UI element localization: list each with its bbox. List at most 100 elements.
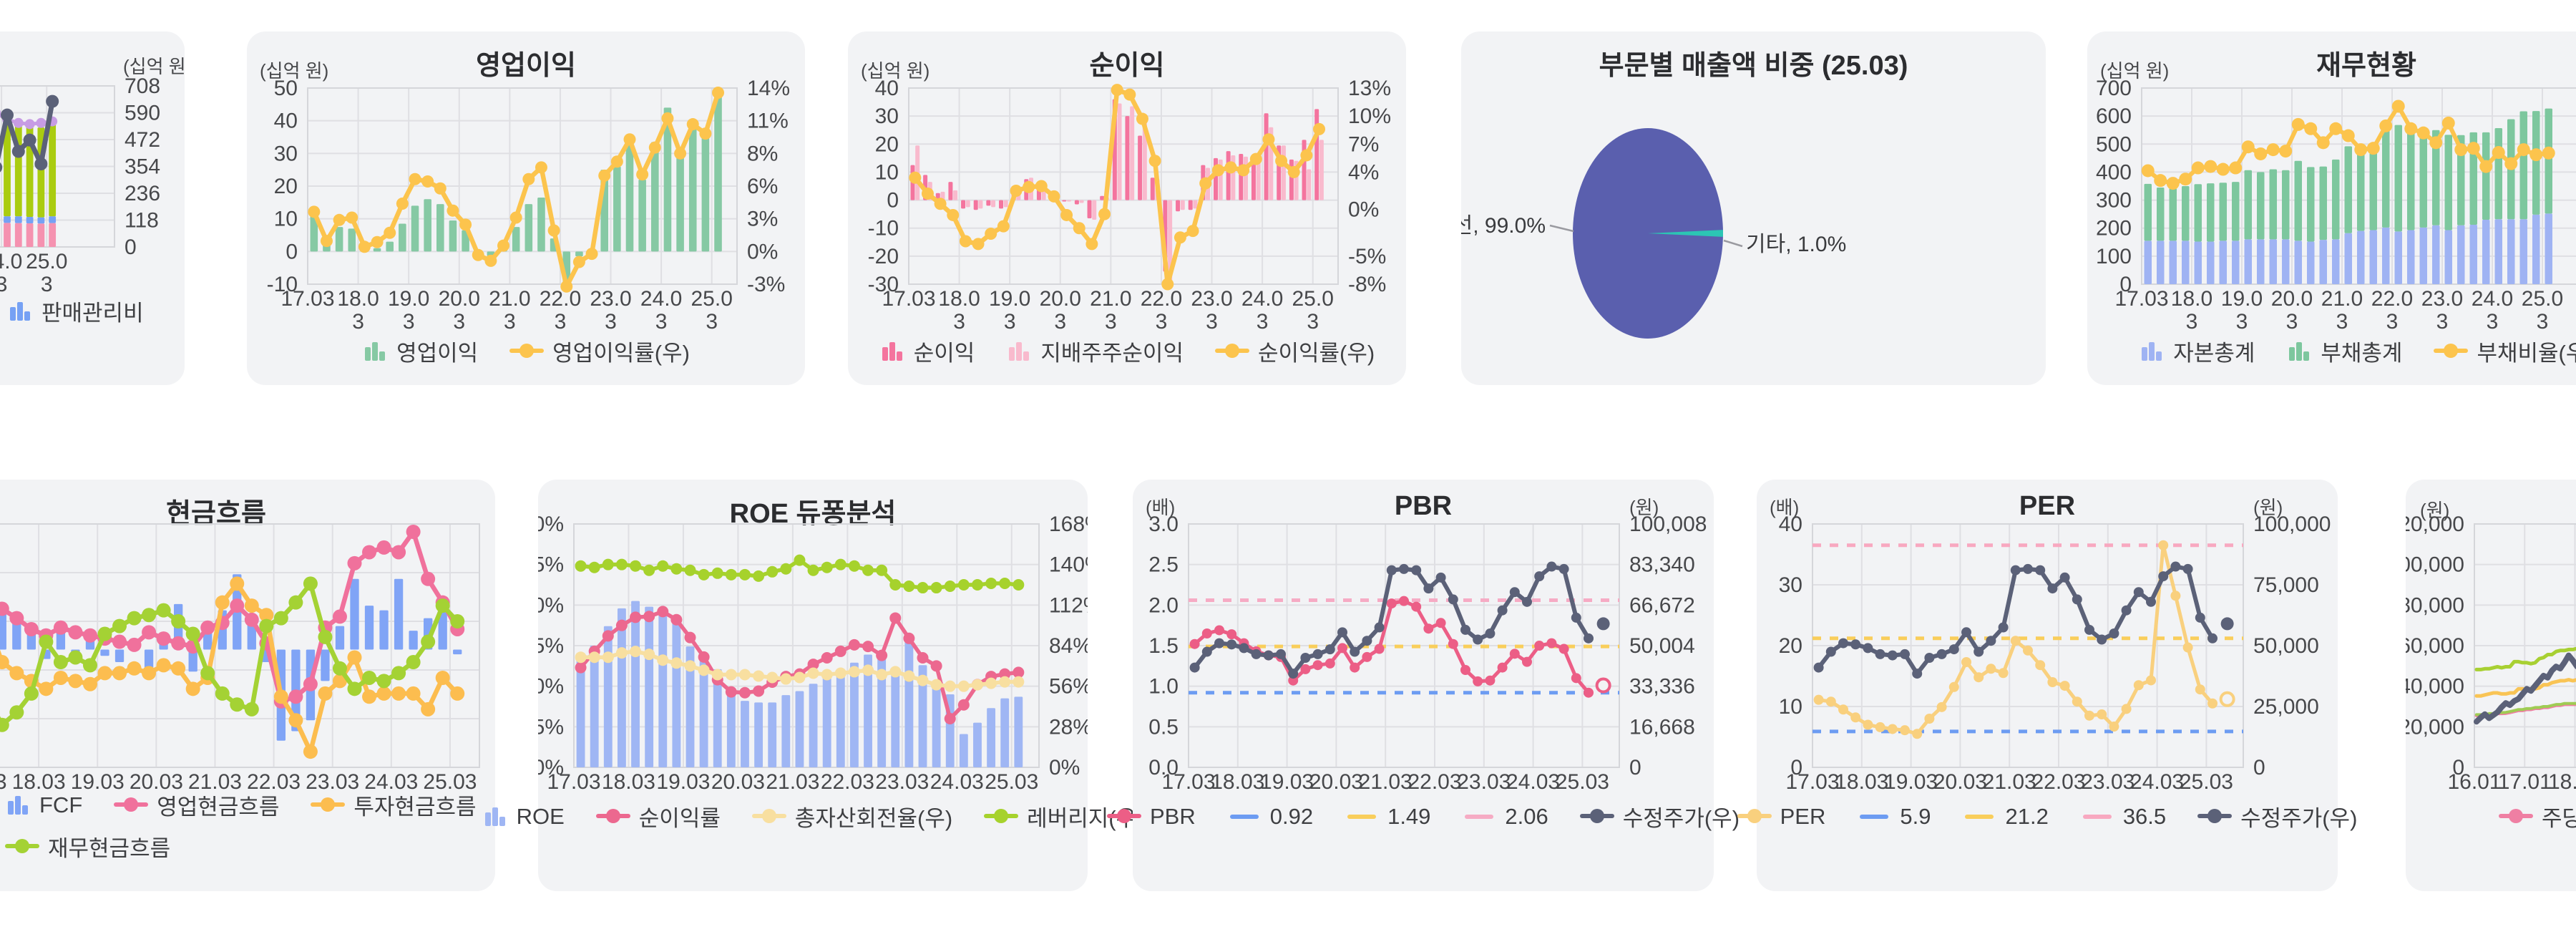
- line-series-icon: [2197, 808, 2233, 823]
- left-axis-tick: 0%: [538, 756, 564, 780]
- legend-item[interactable]: 순이익률(우): [1214, 335, 1375, 367]
- x-axis-label-line: 3: [504, 310, 516, 334]
- legend-item[interactable]: FCF: [5, 792, 82, 818]
- legend-item[interactable]: 수정주가(우): [1579, 800, 1740, 832]
- grid: [2474, 523, 2576, 768]
- grid: [1812, 523, 2244, 768]
- legend-item[interactable]: 순이익률: [595, 800, 721, 832]
- left-axis-unit-label: (십억 원): [861, 60, 930, 82]
- x-axis-label: 22.03: [1407, 770, 1461, 794]
- legend-label: 0.92: [1269, 803, 1314, 829]
- x-axis-label-line: 23.0: [1191, 287, 1232, 311]
- right-axis-tick: 28%: [1049, 715, 1088, 739]
- x-axis-label: 23.03: [306, 770, 359, 794]
- left-axis-tick: 0: [887, 189, 899, 213]
- x-axis-label: 21.03: [1983, 770, 2036, 794]
- x-axis-label-line: 23.03: [1457, 770, 1511, 794]
- x-axis-label: 19.03: [1884, 770, 1938, 794]
- legend-item[interactable]: 자본총계: [2139, 335, 2255, 367]
- x-axis-label-line: 3: [555, 310, 567, 334]
- x-axis-label-line: 24.0: [0, 250, 22, 273]
- right-axis-tick: 472: [125, 128, 160, 152]
- x-axis-label-line: 23.0: [590, 287, 631, 311]
- legend-item[interactable]: 0.92: [1227, 804, 1313, 830]
- legend-item[interactable]: 부채비율(우): [2434, 335, 2576, 367]
- left-axis-tick: 700: [2096, 77, 2132, 100]
- legend-item[interactable]: 5.9: [1857, 804, 1931, 830]
- left-axis-tick: 15%: [538, 634, 564, 658]
- legend-item[interactable]: 36.5: [2080, 804, 2166, 830]
- legend-label: 부채총계: [2321, 341, 2403, 366]
- legend-item[interactable]: 영업현금흐름: [114, 789, 279, 821]
- left-axis-tick: 10: [274, 208, 298, 231]
- left-axis-tick: 25%: [538, 553, 564, 577]
- line-asset-turnover-line: [575, 646, 1025, 692]
- refline-icon: [1465, 814, 1494, 819]
- legend-item[interactable]: PBR: [1106, 804, 1196, 830]
- legend-item[interactable]: ROE: [482, 804, 565, 830]
- pie-label-leader-line: [1549, 224, 1574, 233]
- legend-item[interactable]: 주당순자산(지배): [2499, 800, 2576, 832]
- x-axis-label-line: 23.03: [875, 770, 929, 794]
- legend-item[interactable]: 지배주주순이익: [1006, 335, 1184, 367]
- left-axis-tick: 30%: [538, 513, 564, 536]
- x-axis-label-line: 3: [655, 310, 668, 334]
- x-axis-label-line: 3: [2286, 310, 2298, 334]
- legend-item[interactable]: 1.49: [1345, 804, 1430, 830]
- x-axis-label: 25.03: [2180, 770, 2233, 794]
- chart-title: 부문별 매출액 비중 (25.03): [1599, 51, 1908, 81]
- right-axis-tick: 0%: [747, 240, 778, 263]
- legend-label: 1.49: [1387, 803, 1431, 829]
- x-axis-label-line: 3: [2386, 310, 2399, 334]
- legend-label: 자본총계: [2173, 341, 2255, 366]
- left-axis-tick: 2.0: [1148, 593, 1179, 617]
- line-bps-lightgreen-line: [2474, 701, 2576, 717]
- x-axis-label-line: 19.0: [989, 287, 1030, 311]
- left-axis-tick: -10: [868, 217, 899, 241]
- x-axis-label-line: 3: [2236, 310, 2248, 334]
- right-axis-tick: 112%: [1049, 593, 1088, 617]
- revenue-cost-chart-card: (십억 원)708590472354236118017.0318.0319.03…: [0, 31, 185, 385]
- legend-item[interactable]: 부채총계: [2286, 335, 2402, 367]
- legend-label: 순이익률(우): [1257, 341, 1375, 366]
- x-axis-label: 17.03: [547, 770, 600, 794]
- line-bps-green-line: [2474, 646, 2576, 671]
- financial-status-chart-card: 재무현황 (십억 원) 700 600 500 400 300 200 100 0 17.03 18.…: [2087, 31, 2576, 385]
- line-series-icon: [114, 797, 149, 812]
- x-axis-label-line: 20.0: [1040, 287, 1081, 311]
- line-dark-line: [0, 94, 59, 173]
- legend-label: 주당순자산(지배): [2542, 806, 2576, 831]
- x-axis-label: 20.03: [711, 770, 765, 794]
- right-axis-tick: 236: [125, 182, 160, 205]
- legend-item[interactable]: 재무현금흐름: [5, 830, 170, 863]
- x-axis-label-line: 19.03: [1260, 770, 1314, 794]
- left-axis-tick: 30: [274, 142, 298, 165]
- x-axis-label-line: 22.0: [1141, 287, 1182, 311]
- legend-item[interactable]: 순이익: [879, 335, 975, 367]
- legend-item[interactable]: 총자산회전율(우): [751, 800, 952, 832]
- legend-item[interactable]: 투자현금흐름: [311, 789, 477, 821]
- right-axis-tick: 14%: [747, 77, 790, 100]
- legend-item[interactable]: 영업이익: [362, 335, 478, 367]
- x-axis-label-line: 24.03: [930, 770, 984, 794]
- legend-item[interactable]: 수정주가(우): [2197, 800, 2357, 832]
- legend-item[interactable]: 판매관리비: [7, 295, 144, 327]
- roe-dupont-chart-plot: 30% 25% 20% 15% 10% 5% 0% 168% 140% 112% 84% 56% 28%…: [538, 513, 1088, 794]
- legend-row: 판매관리비: [0, 295, 185, 327]
- x-axis-label-line: 20.03: [711, 770, 765, 794]
- legend-item[interactable]: 영업이익률(우): [509, 335, 690, 367]
- x-axis-label: 23.03: [1457, 770, 1511, 794]
- legend-item[interactable]: 2.06: [1462, 804, 1548, 830]
- legend-item[interactable]: PER: [1737, 804, 1825, 830]
- line-series-icon: [1106, 808, 1141, 823]
- x-axis-label-line: 3: [352, 310, 364, 334]
- left-axis-tick: 20: [274, 175, 298, 198]
- bars-pink-stack: [4, 223, 57, 247]
- x-axis-label: 24.03: [0, 250, 22, 296]
- legend-item[interactable]: 21.2: [1962, 804, 2049, 830]
- right-axis-tick: 3%: [747, 208, 778, 231]
